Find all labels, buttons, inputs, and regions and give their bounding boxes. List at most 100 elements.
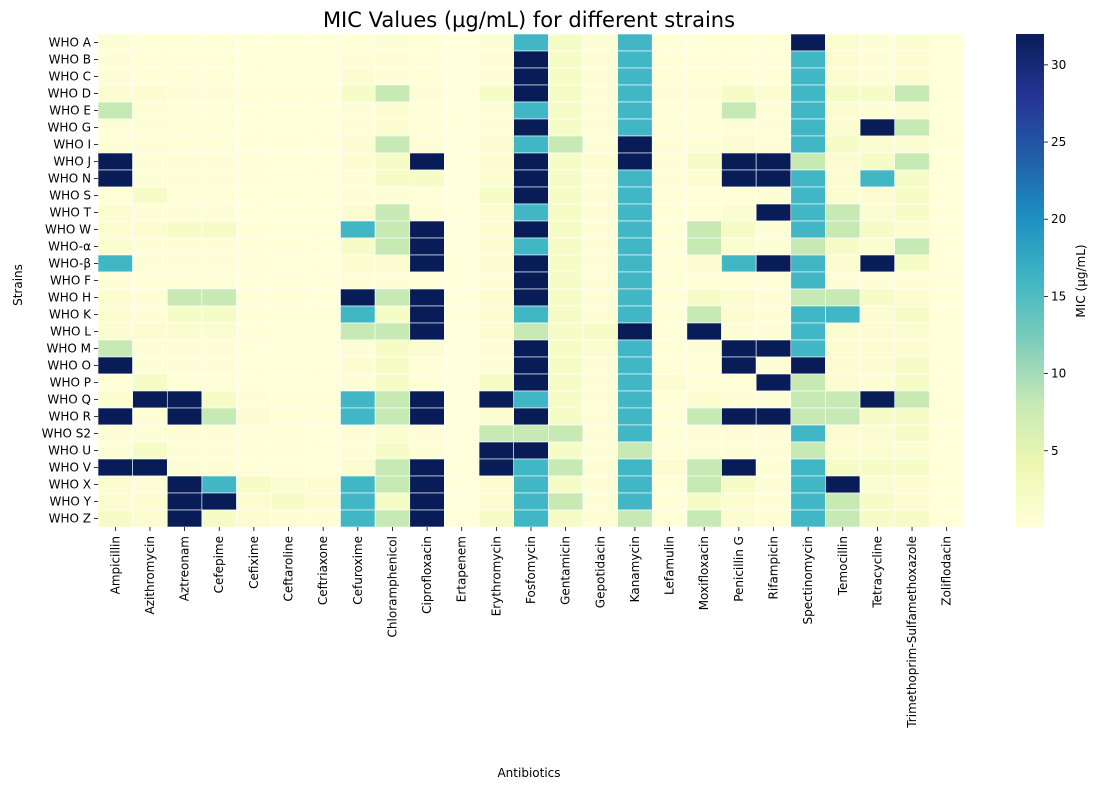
heatmap-cell — [825, 424, 861, 443]
heatmap-cell — [270, 475, 307, 494]
heatmap-cell — [686, 305, 722, 324]
x-tick-label: Kanamycin — [628, 536, 642, 602]
heatmap-cell — [340, 237, 376, 256]
heatmap-cell — [201, 101, 237, 120]
heatmap-cell — [166, 271, 203, 290]
y-tick-label: WHO Z — [49, 512, 91, 526]
heatmap-cell — [686, 186, 722, 205]
x-tick-labels: Ampicillin Azithromycin Aztreonam Cefepime C… — [108, 527, 954, 729]
heatmap-cell — [444, 458, 480, 477]
heatmap-cell — [548, 356, 584, 375]
heatmap-cell — [582, 407, 618, 426]
heatmap-cell — [478, 254, 514, 273]
heatmap-cell — [548, 424, 584, 443]
heatmap-cell — [894, 186, 930, 205]
heatmap-cell — [478, 169, 514, 188]
heatmap-cell — [132, 475, 168, 494]
y-tick-label: WHO B — [49, 53, 91, 67]
y-tick-label: WHO G — [48, 121, 91, 135]
heatmap-cell — [894, 373, 930, 392]
heatmap-cell — [374, 203, 411, 222]
heatmap-cell — [374, 237, 411, 256]
heatmap-cell — [201, 220, 237, 239]
heatmap-cell — [166, 305, 203, 324]
heatmap-cell — [236, 186, 272, 205]
heatmap-cell — [340, 492, 376, 511]
heatmap-cell — [929, 152, 965, 171]
heatmap-cell — [236, 254, 272, 273]
heatmap-cell — [444, 169, 480, 188]
heatmap-cell — [859, 407, 896, 426]
heatmap-cell — [340, 424, 376, 443]
heatmap-cell — [305, 101, 341, 120]
heatmap-cell — [201, 203, 237, 222]
heatmap-cell — [201, 492, 237, 511]
heatmap-cell — [617, 322, 653, 341]
heatmap-cell — [305, 220, 341, 239]
heatmap-cell — [686, 373, 722, 392]
heatmap-cell — [582, 186, 618, 205]
heatmap-cell — [374, 152, 411, 171]
heatmap-cell — [409, 254, 445, 273]
heatmap-cell — [894, 33, 930, 52]
heatmap-cell — [686, 407, 722, 426]
colorbar-ticks: 5 10 15 20 25 30 — [1044, 58, 1066, 458]
heatmap-cell — [582, 237, 618, 256]
heatmap-cell — [236, 475, 272, 494]
heatmap-cell — [270, 509, 307, 528]
heatmap-cell — [721, 339, 757, 358]
heatmap-cell — [929, 237, 965, 256]
heatmap-cell — [478, 152, 514, 171]
heatmap-cell — [270, 118, 307, 137]
heatmap-cell — [513, 458, 549, 477]
heatmap-cell — [236, 356, 272, 375]
heatmap-cell — [132, 305, 168, 324]
heatmap-cell — [859, 84, 896, 103]
heatmap-cell — [548, 101, 584, 120]
heatmap-cell — [444, 33, 480, 52]
heatmap-cell — [929, 169, 965, 188]
heatmap-cell — [721, 441, 757, 460]
heatmap-cell — [617, 101, 653, 120]
heatmap-cell — [548, 509, 584, 528]
heatmap-cell — [270, 186, 307, 205]
heatmap-cell — [894, 203, 930, 222]
heatmap-cell — [755, 186, 792, 205]
x-tick-label: Azithromycin — [143, 536, 157, 615]
heatmap-cell — [97, 118, 133, 137]
heatmap-cell — [513, 203, 549, 222]
x-axis-label: Antibiotics — [497, 766, 560, 780]
heatmap-cell — [755, 101, 792, 120]
heatmap-cell — [97, 390, 133, 409]
heatmap-cell — [305, 339, 341, 358]
heatmap-cell — [721, 322, 757, 341]
heatmap-cell — [478, 441, 514, 460]
heatmap-cell — [340, 322, 376, 341]
heatmap-cell — [97, 441, 133, 460]
heatmap-cell — [236, 492, 272, 511]
heatmap-cell — [790, 509, 826, 528]
y-tick-label: WHO L — [50, 325, 91, 339]
heatmap-cell — [651, 356, 688, 375]
heatmap-cell — [755, 169, 792, 188]
heatmap-cell — [859, 390, 896, 409]
heatmap-cell — [929, 220, 965, 239]
heatmap-cell — [236, 118, 272, 137]
heatmap-cell — [755, 84, 792, 103]
heatmap-cell — [201, 305, 237, 324]
heatmap-cell — [790, 118, 826, 137]
heatmap-cell — [409, 101, 445, 120]
heatmap-cell — [894, 118, 930, 137]
x-tick-label: Gentamicin — [559, 536, 573, 605]
heatmap-cell — [374, 50, 411, 69]
heatmap-cell — [859, 254, 896, 273]
heatmap-cell — [166, 203, 203, 222]
heatmap-cell — [374, 67, 411, 86]
heatmap-cell — [651, 492, 688, 511]
heatmap-cell — [478, 118, 514, 137]
heatmap-cell — [617, 356, 653, 375]
heatmap-cell — [166, 220, 203, 239]
heatmap-cell — [513, 407, 549, 426]
heatmap-cell — [478, 186, 514, 205]
heatmap-cell — [825, 203, 861, 222]
